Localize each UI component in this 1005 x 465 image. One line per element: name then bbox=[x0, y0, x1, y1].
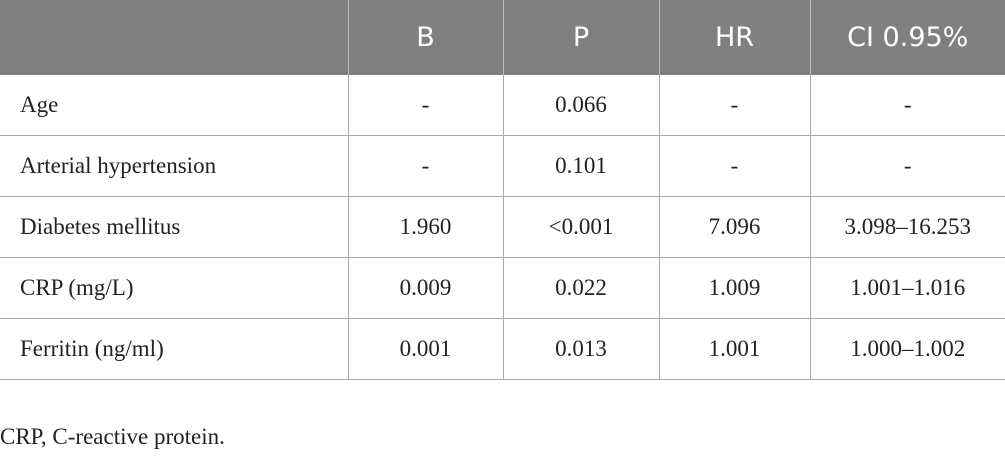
table-cell: 0.066 bbox=[502, 75, 660, 136]
table-cell: - bbox=[658, 75, 811, 136]
row-label: CRP (mg/L) bbox=[0, 257, 349, 319]
header-cell: CI 0.95% bbox=[809, 0, 1005, 75]
table-row: CRP (mg/L) 0.009 0.022 1.009 1.001–1.016 bbox=[0, 257, 1005, 319]
table-cell: 1.960 bbox=[347, 196, 504, 258]
table-cell: 1.000–1.002 bbox=[809, 318, 1005, 380]
table-row: Ferritin (ng/ml) 0.001 0.013 1.001 1.000–1.0… bbox=[0, 318, 1005, 380]
table-cell: 0.101 bbox=[502, 135, 660, 197]
table-cell: 1.001 bbox=[658, 318, 811, 380]
results-table: B P HR CI 0.95% Age -0.066- - Arterial hyperte… bbox=[0, 0, 1005, 380]
table-cell: <0.001 bbox=[502, 196, 660, 258]
table-cell: 0.013 bbox=[502, 318, 660, 380]
table-cell: - bbox=[809, 135, 1005, 197]
table-row: Arterial hypertension -0.101- - bbox=[0, 135, 1005, 197]
table-body: Age -0.066- - Arterial hypertension -0.101- -… bbox=[0, 75, 1005, 380]
header-cell: B bbox=[347, 0, 503, 75]
table-cell: 7.096 bbox=[658, 196, 811, 258]
table-cell: 0.022 bbox=[502, 257, 660, 319]
header-cell: P bbox=[502, 0, 659, 75]
header-cell: HR bbox=[658, 0, 810, 75]
row-label: Diabetes mellitus bbox=[0, 196, 349, 258]
table-cell: - bbox=[809, 75, 1005, 136]
table-cell: 1.009 bbox=[658, 257, 811, 319]
row-label: Arterial hypertension bbox=[0, 135, 349, 197]
footnote: CRP, C-reactive protein. bbox=[0, 424, 225, 449]
table-cell: - bbox=[347, 135, 504, 197]
table-cell: - bbox=[658, 135, 811, 197]
header-row: B P HR CI 0.95% bbox=[0, 0, 1005, 75]
table-cell: - bbox=[347, 75, 504, 136]
table-row: Diabetes mellitus 1.960 <0.001 7.096 3.098–1… bbox=[0, 196, 1005, 258]
table-cell: 0.009 bbox=[347, 257, 504, 319]
row-label: Age bbox=[0, 75, 349, 136]
header-cell bbox=[0, 0, 348, 75]
row-label: Ferritin (ng/ml) bbox=[0, 318, 349, 380]
table-cell: 1.001–1.016 bbox=[809, 257, 1005, 319]
table-cell: 0.001 bbox=[347, 318, 504, 380]
table-row: Age -0.066- - bbox=[0, 75, 1005, 136]
table-cell: 3.098–16.253 bbox=[809, 196, 1005, 258]
